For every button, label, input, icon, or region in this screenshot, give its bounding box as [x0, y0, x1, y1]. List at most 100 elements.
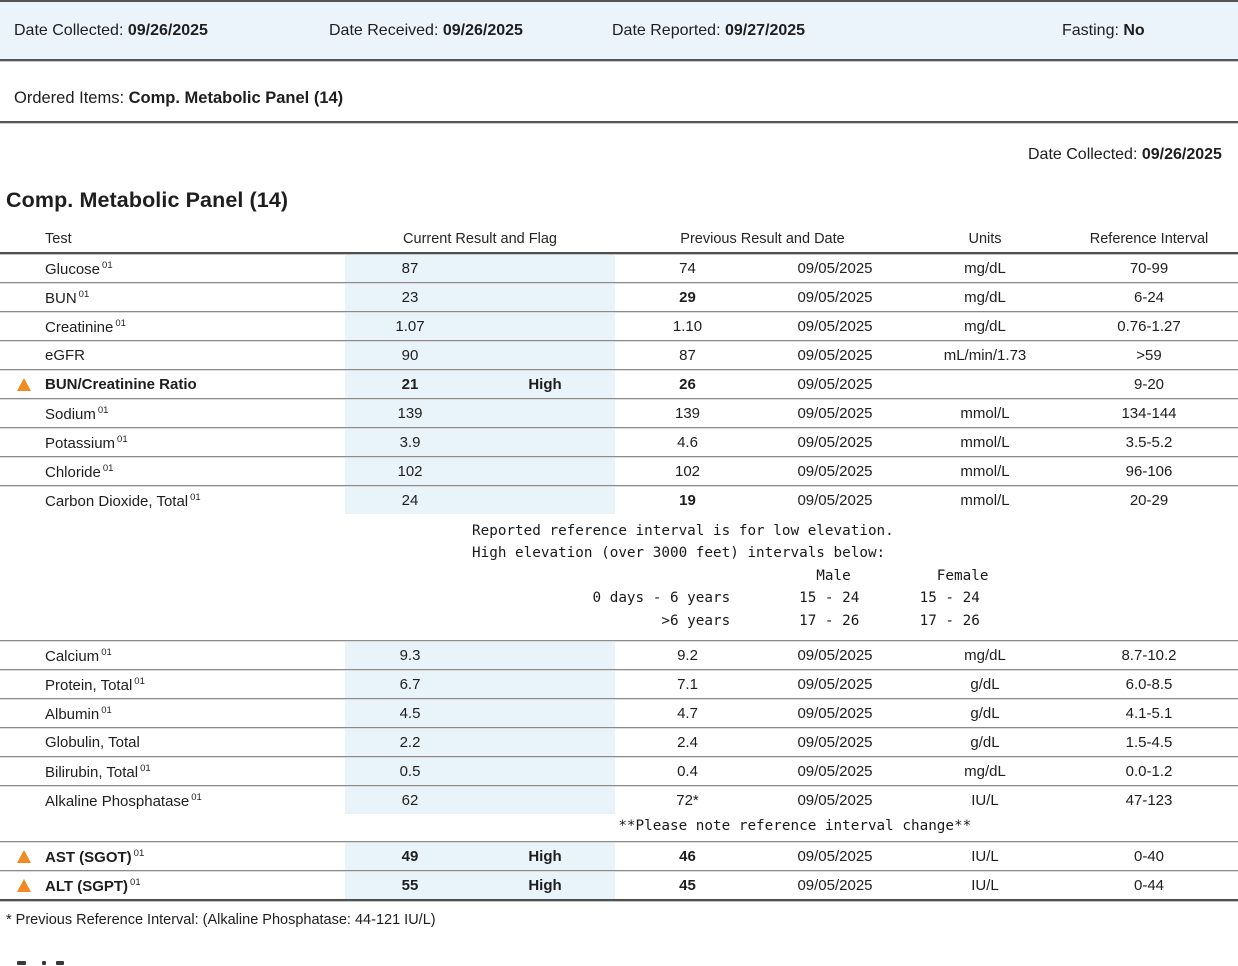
- previous-column-header: Previous Result and Date: [680, 231, 845, 247]
- high-flag-icon: [17, 879, 31, 893]
- table-row: Calcium 01 9.3 9.2 09/05/2025 mg/dL 8.7-10.2: [0, 642, 1238, 670]
- header-divider: [0, 252, 1238, 255]
- date-received-field: Date Received: 09/26/2025: [329, 22, 523, 40]
- current-result-value: 90: [401, 347, 419, 364]
- row-divider: [0, 870, 1238, 873]
- units-value: mmol/L: [960, 463, 1010, 480]
- current-result-flag: High: [528, 877, 562, 895]
- units-value: mL/min/1.73: [943, 347, 1027, 364]
- previous-result-value: 0.4: [677, 763, 698, 781]
- test-name-cell: Creatinine 01: [40, 318, 345, 336]
- table-row: Bilirubin, Total 01 0.5 0.4 09/05/2025 mg/dL 0…: [0, 758, 1238, 786]
- report-info-bar: Date Collected: 09/26/2025 Date Received…: [0, 0, 1238, 59]
- result-row: eGFR 90 87 09/05/2025 mL/min/1.73 >59: [0, 342, 1238, 369]
- current-result-value: 21: [401, 376, 419, 393]
- high-flag-icon: [17, 378, 31, 391]
- result-row: Chloride 01 102 102 09/05/2025 mmol/L 96-106: [0, 458, 1238, 485]
- previous-result-date: 09/05/2025: [797, 289, 873, 306]
- reference-interval-value: 134-144: [1121, 405, 1177, 422]
- date-received-label: Date Received:: [329, 21, 439, 39]
- test-name: AST (SGOT): [45, 848, 132, 866]
- previous-result-value: 72*: [676, 792, 699, 810]
- table-row: Albumin 01 4.5 4.7 09/05/2025 g/dL 4.1-5.1: [0, 700, 1238, 728]
- reference-interval-value: 96-106: [1125, 463, 1173, 480]
- previous-result-date: 09/05/2025: [797, 492, 873, 509]
- reference-interval-value: 3.5-5.2: [1125, 434, 1173, 451]
- table-row: ALT (SGPT) 01 55 High 45 09/05/2025 IU/L 0-44: [0, 872, 1238, 900]
- current-result-cell: 23: [345, 284, 615, 311]
- result-row: Protein, Total 01 6.7 7.1 09/05/2025 g/dL 6.0-…: [0, 671, 1238, 699]
- test-name-cell: BUN/Creatinine Ratio: [40, 376, 345, 393]
- test-name-cell: Calcium 01: [40, 647, 345, 665]
- result-comment-note: Reported reference interval is for low e…: [472, 523, 989, 629]
- test-footnote-marker: 01: [102, 462, 114, 474]
- units-value: mmol/L: [960, 434, 1010, 451]
- previous-result-value: 4.7: [677, 705, 698, 723]
- units-value: IU/L: [971, 848, 999, 866]
- previous-result-value: 26: [679, 376, 696, 393]
- table-row: Globulin, Total 2.2 2.4 09/05/2025 g/dL 1.5-4…: [0, 729, 1238, 757]
- row-divider: [0, 698, 1238, 701]
- reference-footnote: * Previous Reference Interval: (Alkaline…: [6, 912, 436, 929]
- units-value: IU/L: [971, 877, 999, 895]
- row-divider: [0, 398, 1238, 400]
- current-result-value: 49: [401, 848, 419, 866]
- result-row: Calcium 01 9.3 9.2 09/05/2025 mg/dL 8.7-10.2: [0, 642, 1238, 670]
- current-result-value: 62: [401, 792, 419, 810]
- result-row: Carbon Dioxide, Total 01 24 19 09/05/2025 mmo…: [0, 487, 1238, 514]
- results-table: Test Current Result and Flag Previous Re…: [0, 227, 1238, 903]
- table-row: BUN/Creatinine Ratio 21 High 26 09/05/2025 9-…: [0, 371, 1238, 398]
- panel-title: Comp. Metabolic Panel (14): [6, 188, 289, 212]
- test-name: ALT (SGPT): [45, 877, 129, 895]
- table-row: Creatinine 01 1.07 1.10 09/05/2025 mg/dL 0.76-…: [0, 313, 1238, 340]
- test-footnote-marker: 01: [133, 847, 145, 859]
- current-result-value: 4.5: [399, 705, 421, 723]
- current-result-value: 9.3: [399, 647, 421, 665]
- collected-date-right-value: 09/26/2025: [1141, 146, 1222, 163]
- row-divider: [0, 369, 1238, 371]
- table-row: Chloride 01 102 102 09/05/2025 mmol/L 96-106: [0, 458, 1238, 485]
- previous-result-date: 09/05/2025: [797, 792, 873, 810]
- test-name: Alkaline Phosphatase: [45, 792, 190, 810]
- test-name: Sodium: [45, 405, 96, 423]
- previous-result-value: 139: [674, 405, 701, 422]
- result-row: Globulin, Total 2.2 2.4 09/05/2025 g/dL 1.5-4…: [0, 729, 1238, 757]
- clipped-text-fragment: [0, 960, 100, 966]
- reference-interval-value: 47-123: [1125, 792, 1173, 810]
- current-result-value: 87: [401, 260, 419, 277]
- result-row: ALT (SGPT) 01 55 High 45 09/05/2025 IU/L 0-44: [0, 872, 1238, 900]
- current-result-cell: 0.5: [345, 758, 615, 786]
- previous-result-date: 09/05/2025: [797, 647, 873, 665]
- reference-interval-value: 9-20: [1133, 376, 1165, 393]
- row-divider: [0, 785, 1238, 788]
- flag-cell: [0, 850, 40, 864]
- table-row: eGFR 90 87 09/05/2025 mL/min/1.73 >59: [0, 342, 1238, 369]
- row-divider: [0, 669, 1238, 672]
- test-name-cell: ALT (SGPT) 01: [40, 877, 345, 895]
- current-result-cell: 1.07: [345, 313, 615, 340]
- previous-result-value: 46: [679, 848, 696, 866]
- flag-cell: [0, 378, 40, 391]
- collected-date-right-label: Date Collected:: [1028, 146, 1138, 163]
- ordered-items-value: Comp. Metabolic Panel (14): [128, 89, 344, 107]
- reference-interval-value: 0-44: [1133, 877, 1165, 895]
- current-result-cell: 21 High: [345, 371, 615, 398]
- result-row: AST (SGOT) 01 49 High 46 09/05/2025 IU/L 0-40: [0, 843, 1238, 871]
- test-footnote-marker: 01: [78, 288, 90, 300]
- test-name: Albumin: [45, 705, 100, 723]
- previous-result-value: 19: [679, 492, 696, 509]
- table-row: Protein, Total 01 6.7 7.1 09/05/2025 g/dL 6.0-…: [0, 671, 1238, 699]
- date-received-value: 09/26/2025: [442, 21, 523, 39]
- test-name: BUN: [45, 289, 77, 307]
- previous-result-date: 09/05/2025: [797, 347, 873, 364]
- units-value: IU/L: [971, 792, 999, 810]
- current-result-flag: High: [528, 376, 562, 393]
- result-comment-note: **Please note reference interval change*…: [472, 818, 972, 835]
- reference-interval-value: 4.1-5.1: [1125, 705, 1173, 723]
- reference-interval-value: 6-24: [1133, 289, 1165, 306]
- ordered-items: Ordered Items: Comp. Metabolic Panel (14…: [14, 89, 1238, 108]
- reference-interval-value: 0.0-1.2: [1125, 763, 1173, 781]
- row-divider: [0, 427, 1238, 429]
- test-name-cell: Alkaline Phosphatase 01: [40, 792, 345, 810]
- result-row: BUN 01 23 29 09/05/2025 mg/dL 6-24: [0, 284, 1238, 311]
